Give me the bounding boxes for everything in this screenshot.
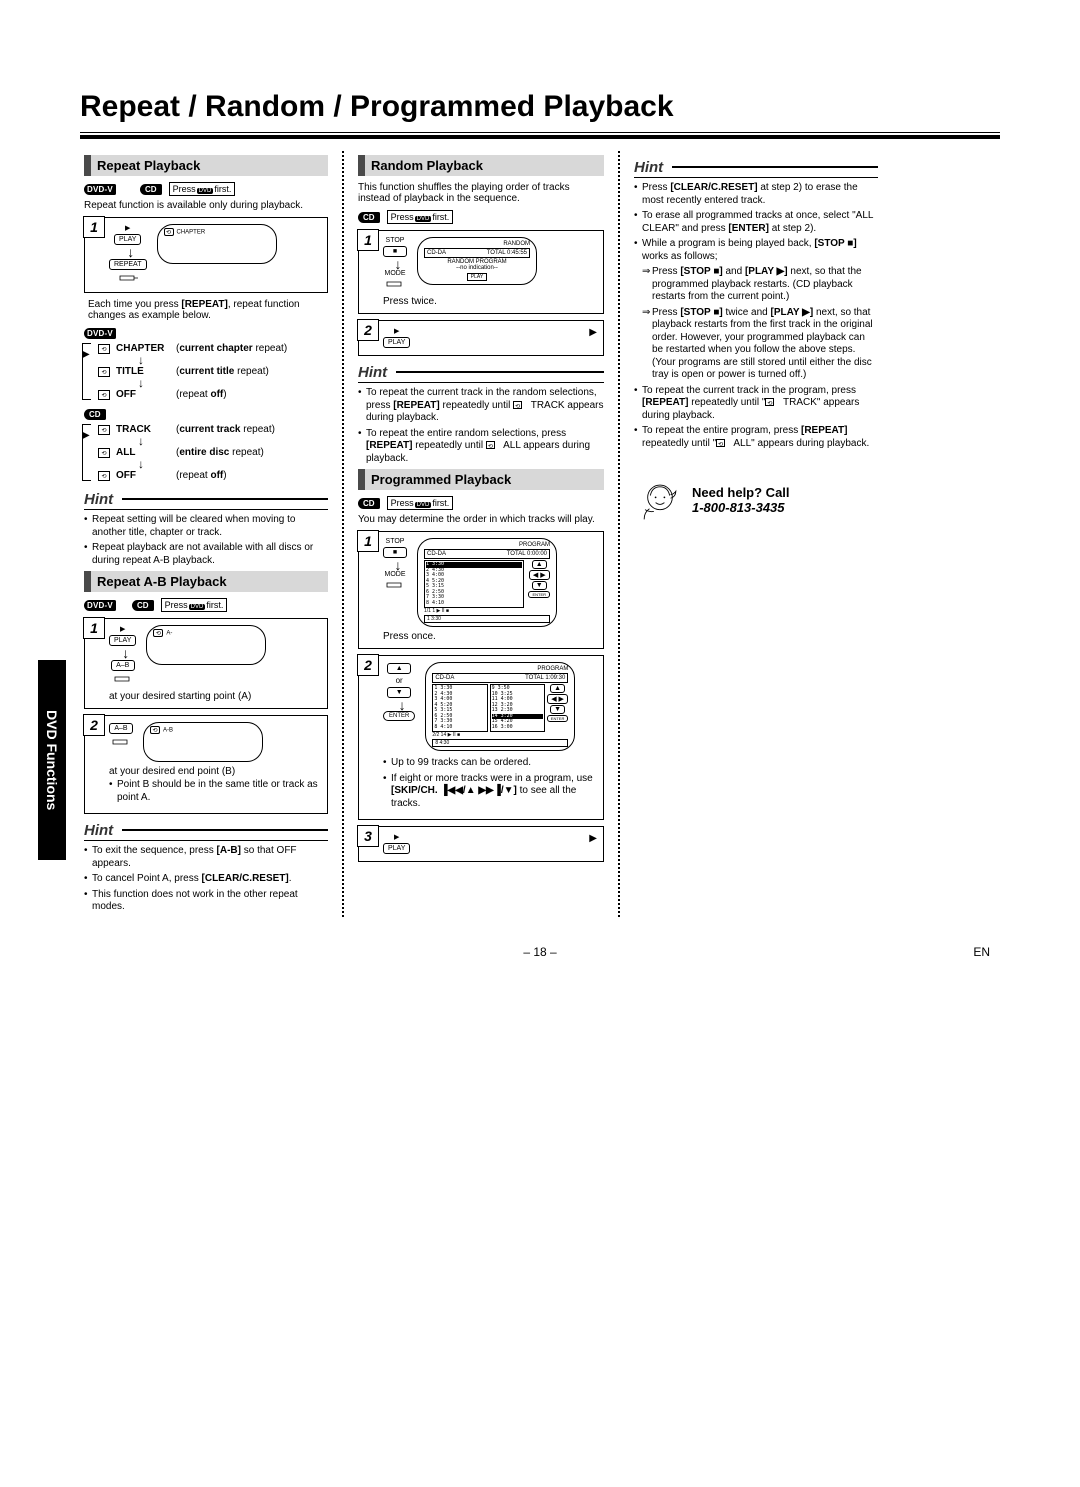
help-icon: [638, 478, 682, 522]
cd-badge-4: CD: [358, 212, 380, 223]
programmed-step-1: 1 STOP ■ ↓ MODE PROGRAM CD-DATOTAL 0:00:…: [358, 531, 604, 649]
cycle-row: ⟲OFF(repeat off): [98, 389, 328, 400]
page-number: – 18 –: [90, 945, 990, 959]
caption: Press twice.: [383, 296, 597, 307]
column-middle: Random Playback This function shuffles t…: [346, 151, 616, 917]
programmed-step-2: 2 ▲ or ▼ ↓ ENTER PROGRAM CD-DATOTAL 1:09…: [358, 655, 604, 820]
hint-heading: Hint: [358, 362, 604, 383]
random-hints: To repeat the current track in the rando…: [358, 387, 604, 465]
play-button[interactable]: PLAY: [383, 843, 410, 854]
cd-badge-3: CD: [132, 600, 154, 611]
column-left: Repeat Playback DVD-V CD PressDVDfirst. …: [80, 151, 340, 917]
cycle-row: ⟲ALL(entire disc repeat): [98, 447, 328, 458]
programmed-heading: Programmed Playback: [358, 469, 604, 490]
play-icon: ▶: [414, 327, 597, 338]
cycle-row: ⟲TRACK(current track repeat): [98, 424, 328, 435]
repeat-playback-heading: Repeat Playback: [84, 155, 328, 176]
press-first-4: PressDVDfirst.: [387, 496, 454, 510]
help-box: Need help? Call 1-800-813-3435: [634, 478, 878, 522]
programmed-step-3: 3 ▶ PLAY ▶: [358, 826, 604, 862]
hint-heading: Hint: [634, 157, 878, 178]
each-time-note: Each time you press [REPEAT], repeat fun…: [88, 299, 324, 321]
cycle-row: ⟲OFF(repeat off): [98, 470, 328, 481]
random-step-2: 2 ▶ PLAY ▶: [358, 320, 604, 356]
ab-button[interactable]: A–B: [109, 723, 133, 734]
cycle-row: ⟲CHAPTER(current chapter repeat): [98, 343, 328, 354]
caption: Press once.: [383, 631, 597, 642]
random-heading: Random Playback: [358, 155, 604, 176]
play-icon: ▶: [414, 833, 597, 844]
prog-bullet: Up to 99 tracks can be ordered.: [383, 757, 597, 770]
tv-screen: ⟲A-B: [143, 722, 263, 762]
caption: at your desired starting point (A): [109, 691, 321, 702]
press-first-3: PressDVDfirst.: [387, 210, 454, 224]
cd-badge-2: CD: [84, 409, 106, 420]
dvdv-badge-3: DVD-V: [84, 600, 116, 611]
tv-screen: ⟲A-: [146, 625, 266, 665]
caption: at your desired end point (B): [109, 766, 321, 777]
sub-bullet: Press [STOP ■] twice and [PLAY ▶] next, …: [634, 307, 878, 382]
right-hints-2: To repeat the current track in the progr…: [634, 385, 878, 451]
badge-row: DVD-V CD PressDVDfirst.: [84, 182, 328, 196]
sub-bullet: Press [STOP ■] and [PLAY ▶] next, so tha…: [634, 266, 878, 304]
hint-heading: Hint: [84, 489, 328, 510]
press-first-2: PressDVDfirst.: [161, 598, 228, 612]
repeat-ab-heading: Repeat A-B Playback: [84, 571, 328, 592]
cd-badge: CD: [140, 184, 162, 195]
enter-button[interactable]: ENTER: [383, 711, 415, 721]
prog-bullet: If eight or more tracks were in a progra…: [383, 773, 597, 811]
tv-screen: ⟲CHAPTER: [157, 224, 277, 264]
prog-tv-screen-2: PROGRAM CD-DATOTAL 1:09:30 1 3:302 4:303…: [425, 662, 575, 751]
help-phone: 1-800-813-3435: [692, 500, 790, 515]
random-tv-screen: RANDOM CD-DATOTAL 0:45:55 RANDOM PROGRAM…: [417, 237, 537, 285]
ab-bullet: Point B should be in the same title or t…: [109, 779, 321, 804]
prog-tv-screen: PROGRAM CD-DATOTAL 0:00:00 1 3:30 2 4:30…: [417, 538, 557, 627]
side-tab: DVD Functions: [38, 660, 66, 860]
random-intro: This function shuffles the playing order…: [358, 182, 604, 204]
repeat-step-1: 1 ▶ PLAY ↓ REPEAT ⟲CHAPTER: [84, 217, 328, 293]
cycle-row: ⟲TITLE(current title repeat): [98, 366, 328, 377]
help-title: Need help? Call: [692, 485, 790, 500]
repeat-button[interactable]: REPEAT: [109, 259, 147, 270]
press-first: PressDVDfirst.: [169, 182, 236, 196]
repeat-note: Repeat function is available only during…: [84, 200, 328, 211]
dvdv-badge-2: DVD-V: [84, 328, 116, 339]
page-title: Repeat / Random / Programmed Playback: [80, 90, 1000, 139]
random-step-1: 1 STOP ■ ↓ MODE RANDOM CD-DATOTAL 0:45:5…: [358, 230, 604, 314]
play-button[interactable]: PLAY: [383, 337, 410, 348]
ab-hints: To exit the sequence, press [A-B] so tha…: [84, 845, 328, 914]
ab-step-1: 1 ▶ PLAY ↓ A–B ⟲A- at your desired start…: [84, 618, 328, 709]
right-hints: Press [CLEAR/C.RESET] at step 2) to eras…: [634, 182, 878, 263]
up-button[interactable]: ▲: [387, 663, 411, 674]
cd-badge-5: CD: [358, 498, 380, 509]
programmed-intro: You may determine the order in which tra…: [358, 514, 604, 525]
column-right: Hint Press [CLEAR/C.RESET] at step 2) to…: [622, 151, 882, 917]
step-number: 1: [83, 216, 105, 238]
page-lang: EN: [973, 945, 990, 959]
ab-button[interactable]: A–B: [111, 660, 135, 671]
hint-heading: Hint: [84, 820, 328, 841]
dvdv-badge: DVD-V: [84, 184, 116, 195]
repeat-hints: Repeat setting will be cleared when movi…: [84, 514, 328, 567]
ab-step-2: 2 A–B ⟲A-B at your desired end point (B)…: [84, 715, 328, 814]
